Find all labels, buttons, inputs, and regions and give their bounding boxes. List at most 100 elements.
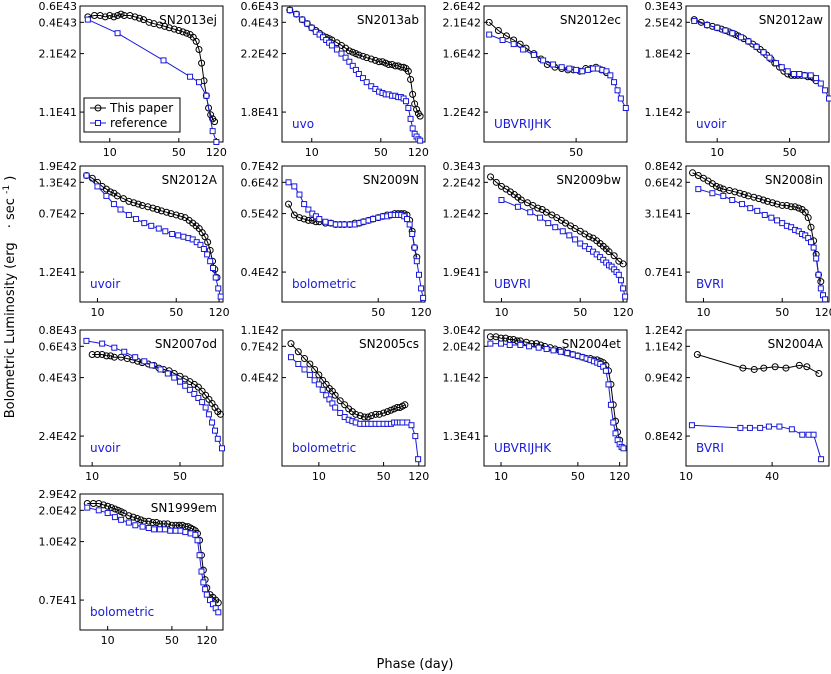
plot-frame — [685, 329, 830, 467]
this-paper-point — [740, 191, 748, 199]
this-paper-point — [413, 105, 421, 113]
reference-point — [195, 395, 202, 401]
this-paper-point — [89, 500, 97, 508]
this-paper-point — [807, 223, 815, 231]
reference-point — [209, 419, 216, 426]
this-paper-point — [287, 340, 295, 348]
panel-title: SN2013ej — [159, 13, 217, 27]
this-paper-point — [803, 363, 811, 371]
this-paper-point — [163, 208, 171, 216]
panel-sn2008in: 0.8E42 0.6E42 3.1E41 0.7E41 10 50 120 SN2008in B… — [645, 160, 831, 319]
reference-point — [543, 346, 550, 353]
x-tick-label: 10 — [679, 470, 693, 483]
reference-point — [161, 526, 168, 533]
y-tick-label: 3.0E42 — [443, 324, 481, 337]
y-tick-label: 0.7E41 — [645, 266, 683, 279]
panel-sn2009n: 0.7E42 0.6E42 0.5E42 0.4E42 50 120 SN2009N bolo… — [241, 160, 432, 319]
reference-point — [498, 197, 505, 203]
panel-title: SN2008in — [765, 173, 823, 187]
reference-point — [778, 64, 785, 71]
plot-frame — [483, 5, 628, 143]
y-axis-label-main: Bolometric Luminosity (erg — [3, 242, 18, 418]
y-tick-label: 0.3E43 — [645, 0, 683, 13]
reference-point — [569, 351, 576, 358]
this-paper-point — [113, 192, 121, 200]
reference-point — [149, 362, 156, 369]
legend-box — [83, 97, 181, 133]
this-paper-point — [372, 410, 380, 418]
this-paper-point — [205, 104, 213, 112]
reference-point — [760, 49, 767, 56]
reference-point — [83, 172, 90, 179]
reference-point — [301, 366, 308, 373]
reference-point — [160, 57, 167, 64]
reference-point — [172, 527, 179, 534]
this-paper-point — [516, 40, 524, 48]
reference-point — [729, 197, 736, 203]
y-tick-label: 0.5E42 — [241, 208, 279, 221]
reference-point — [695, 186, 702, 193]
reference-point — [720, 192, 727, 199]
x-tick-label: 10 — [90, 306, 104, 319]
reference-point — [132, 522, 139, 529]
panel-title: SN2007od — [155, 337, 217, 351]
y-tick-label: 1.2E42 — [443, 106, 481, 119]
this-paper-point — [195, 46, 203, 54]
this-paper-point — [360, 413, 368, 421]
this-paper-point — [380, 409, 388, 417]
reference-point — [754, 207, 761, 214]
reference-point — [506, 341, 513, 348]
this-paper-point — [383, 408, 391, 416]
this-paper-point — [610, 252, 618, 260]
this-paper-point — [331, 391, 339, 399]
this-paper-point — [129, 513, 137, 521]
this-paper-point — [107, 504, 115, 512]
reference-point — [111, 344, 118, 351]
reference-point — [520, 46, 527, 53]
plot-frame — [79, 165, 224, 303]
this-paper-point — [795, 204, 803, 212]
reference-point — [517, 341, 524, 348]
reference-point — [360, 218, 367, 225]
reference-point — [406, 221, 413, 228]
reference-point — [799, 431, 806, 438]
y-tick-label: 0.6E43 — [39, 0, 77, 13]
this-paper-point — [106, 188, 114, 196]
this-paper-point — [216, 410, 224, 418]
reference-point — [125, 519, 132, 526]
reference-point — [774, 217, 781, 224]
reference-point — [805, 431, 812, 438]
reference-point — [498, 340, 505, 347]
x-tick-label: 120 — [209, 306, 230, 319]
panel-title: SN2012A — [162, 173, 218, 187]
y-tick-label: 1.1E42 — [645, 340, 683, 353]
reference-point — [487, 340, 494, 347]
y-tick-label: 1.2E42 — [645, 324, 683, 337]
this-paper-point — [619, 260, 627, 268]
reference-series-line — [87, 19, 217, 143]
panels-group: 0.6E43 0.4E43 2.1E42 1.1E41 10 50 120 SN2013ej u… — [39, 0, 831, 647]
reference-point — [192, 531, 199, 538]
panel-sn2007od: 0.8E43 0.6E43 0.4E43 2.4E42 10 50 SN2007od uvoi… — [39, 324, 225, 483]
y-tick-label: 2.2E42 — [443, 176, 481, 189]
this-paper-point — [110, 353, 118, 361]
reference-point — [510, 41, 517, 48]
reference-point — [810, 244, 817, 251]
this-paper-point — [523, 199, 531, 207]
reference-point — [291, 183, 298, 190]
this-paper-point — [356, 412, 364, 420]
this-paper-point — [152, 519, 160, 527]
reference-point — [191, 390, 198, 397]
reference-point — [607, 72, 614, 79]
reference-point — [213, 139, 220, 145]
reference-point — [217, 293, 224, 300]
reference-point — [95, 507, 102, 514]
y-tick-label: 0.7E42 — [39, 208, 77, 221]
panel-band-label: bolometric — [292, 277, 356, 291]
reference-point — [212, 274, 219, 281]
reference-point — [813, 255, 820, 262]
y-tick-label: 1.2E41 — [39, 266, 77, 279]
reference-point — [614, 87, 621, 94]
reference-point — [757, 424, 764, 431]
reference-point — [415, 271, 422, 278]
